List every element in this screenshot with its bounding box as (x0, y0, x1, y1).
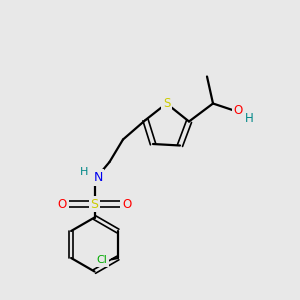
Text: Cl: Cl (97, 255, 108, 266)
Text: H: H (80, 167, 88, 177)
Text: S: S (163, 97, 170, 110)
Text: O: O (233, 104, 242, 118)
Text: H: H (244, 112, 253, 125)
Text: N: N (93, 171, 103, 184)
Text: O: O (122, 197, 131, 211)
Text: S: S (91, 197, 98, 211)
Text: O: O (58, 197, 67, 211)
